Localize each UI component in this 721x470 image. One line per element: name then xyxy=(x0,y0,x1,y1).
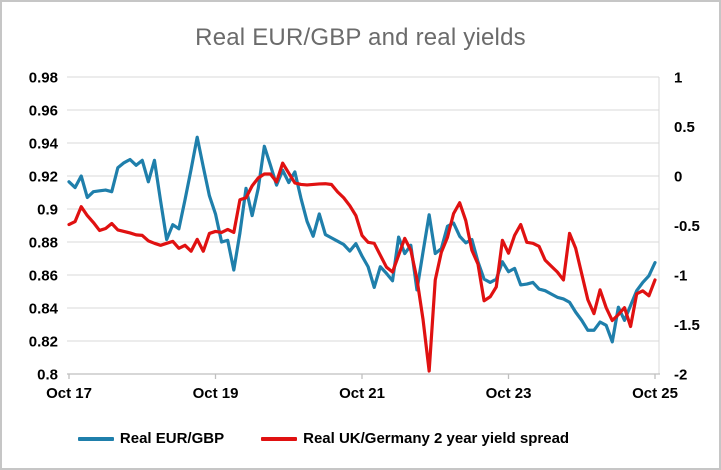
series-line-yield-spread xyxy=(67,161,657,373)
x-axis-label: Oct 21 xyxy=(339,385,385,402)
legend-item-real-eur-gbp[interactable]: Real EUR/GBP xyxy=(77,430,225,447)
left-axis-label: 0.86 xyxy=(29,268,58,285)
left-axis-label: 0.84 xyxy=(29,301,59,318)
legend-item-yield-spread[interactable]: Real UK/Germany 2 year yield spread xyxy=(261,430,569,447)
legend-label: Real EUR/GBP xyxy=(119,430,225,447)
x-axis-label: Oct 19 xyxy=(193,385,239,402)
left-axis-label: 0.8 xyxy=(37,367,58,384)
left-axis-label: 0.82 xyxy=(29,334,58,351)
x-axis-label: Oct 25 xyxy=(632,385,678,402)
legend-swatch-blue-line xyxy=(77,436,114,441)
left-axis-label: 0.98 xyxy=(29,70,58,87)
left-axis-label: 0.96 xyxy=(29,103,58,120)
legend: Real EUR/GBP Real UK/Germany 2 year yiel… xyxy=(2,430,719,447)
right-axis-label: 1 xyxy=(674,70,682,87)
right-axis-label: 0 xyxy=(674,169,682,186)
chart-title: Real EUR/GBP and real yields xyxy=(195,24,526,51)
legend-label: Real UK/Germany 2 year yield spread xyxy=(303,430,570,447)
left-axis-label: 0.92 xyxy=(29,169,58,186)
right-axis-label: -1.5 xyxy=(674,317,700,334)
x-axis-label: Oct 23 xyxy=(486,385,532,402)
left-axis-label: 0.9 xyxy=(37,202,58,219)
legend-swatch-red-line xyxy=(261,436,298,441)
right-axis-label: -0.5 xyxy=(674,218,700,235)
right-axis-label: -2 xyxy=(674,367,687,384)
left-axis-label: 0.94 xyxy=(29,136,59,153)
right-axis-label: -1 xyxy=(674,268,687,285)
series-line-real-eur-gbp xyxy=(67,135,657,344)
left-axis-label: 0.88 xyxy=(29,235,58,252)
right-axis-label: 0.5 xyxy=(674,119,695,136)
x-axis-label: Oct 17 xyxy=(46,385,92,402)
